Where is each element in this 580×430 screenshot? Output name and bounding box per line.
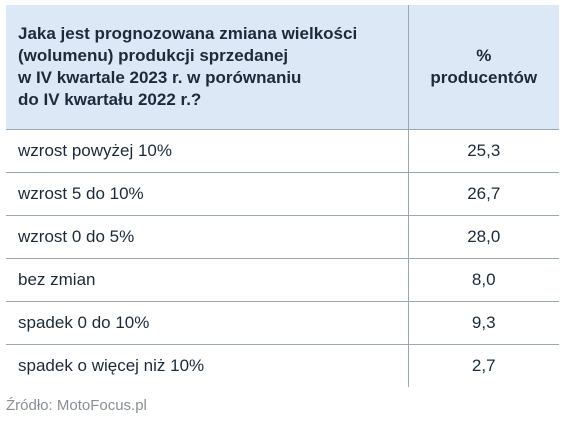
question-line: Jaka jest prognozowana zmiana wielkości xyxy=(18,24,358,43)
row-value: 28,0 xyxy=(407,215,559,259)
table-header-row: Jaka jest prognozowana zmiana wielkości … xyxy=(6,5,559,130)
row-label: spadek o więcej niż 10% xyxy=(18,356,205,375)
question-line: (wolumenu) produkcji sprzedanej xyxy=(18,46,289,65)
question-line: w IV kwartale 2023 r. w porównaniu xyxy=(18,68,302,87)
survey-table: Jaka jest prognozowana zmiana wielkości … xyxy=(6,5,559,387)
table-row: spadek o więcej niż 10% 2,7 xyxy=(6,344,559,387)
table-row: wzrost 5 do 10% 26,7 xyxy=(6,172,559,216)
question-line: do IV kwartału 2022 r.? xyxy=(18,90,202,109)
row-value: 2,7 xyxy=(407,344,559,387)
row-value: 8,0 xyxy=(407,258,559,302)
percent-header-line: producentów xyxy=(430,68,538,87)
question-header: Jaka jest prognozowana zmiana wielkości … xyxy=(6,5,408,130)
row-label: wzrost 0 do 5% xyxy=(6,215,408,259)
percent-header-line: % xyxy=(476,46,492,65)
table-row: wzrost 0 do 5% 28,0 xyxy=(6,215,559,259)
row-label: wzrost powyżej 10% xyxy=(6,129,408,173)
row-value: 9,3 xyxy=(407,301,559,345)
survey-table-container: Jaka jest prognozowana zmiana wielkości … xyxy=(6,5,559,387)
percent-header: % producentów xyxy=(407,5,559,130)
table-row: bez zmian 8,0 xyxy=(6,258,559,302)
table-row: wzrost powyżej 10% 25,3 xyxy=(6,129,559,173)
table-row: spadek 0 do 10% 9,3 xyxy=(6,301,559,345)
row-value: 26,7 xyxy=(407,172,559,216)
source-note: Źródło: MotoFocus.pl xyxy=(6,397,147,414)
row-label: wzrost 5 do 10% xyxy=(6,172,408,216)
row-label: spadek 0 do 10% xyxy=(6,301,408,345)
row-value: 25,3 xyxy=(407,129,559,173)
row-label: bez zmian xyxy=(6,258,408,302)
